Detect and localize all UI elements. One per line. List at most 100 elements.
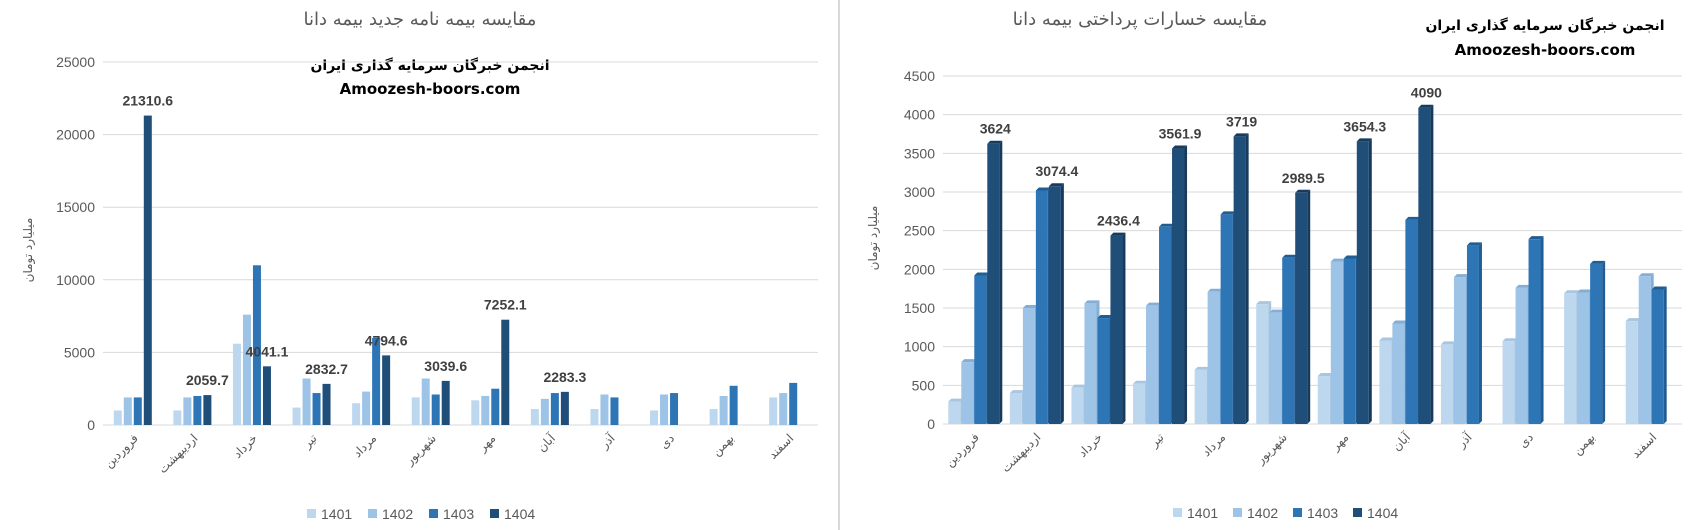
bar-top-1401 xyxy=(1625,318,1641,322)
bar-1402 xyxy=(660,394,669,425)
x-category-label: مهر xyxy=(1328,430,1352,454)
bar-1401 xyxy=(1625,321,1638,424)
bar-1402 xyxy=(1638,276,1651,424)
bar-1403 xyxy=(1282,257,1295,424)
data-label: 2832.7 xyxy=(305,361,348,377)
gridlines xyxy=(943,75,1682,425)
x-axis-categories: فروردین اردیبهشت خرداد تیر مرداد شهریور مهر آبا… xyxy=(942,429,1659,476)
y-tick-label: 4500 xyxy=(904,68,935,84)
bar-top-1403 xyxy=(1405,216,1421,220)
bar-1402 xyxy=(540,398,549,425)
legend: 1401 1402 1403 1404 xyxy=(307,506,535,522)
bar-1402 xyxy=(1392,323,1405,424)
x-category-label: آذر xyxy=(596,430,619,453)
bar-top-1402 xyxy=(1392,320,1408,324)
y-tick-label: 1500 xyxy=(904,300,935,316)
bar-side-1404 xyxy=(1060,183,1064,424)
bar-top-1401 xyxy=(948,398,964,402)
data-label: 4090 xyxy=(1411,85,1442,101)
x-category-label: مهر xyxy=(475,431,499,455)
bar-1403 xyxy=(1466,245,1479,424)
data-label: 3039.6 xyxy=(424,358,467,374)
legend-swatch-1401 xyxy=(1173,508,1182,517)
y-tick-label: 4000 xyxy=(904,107,935,123)
bar-top-1402 xyxy=(1084,300,1100,304)
bar-1404 xyxy=(501,319,510,425)
y-tick-label: 500 xyxy=(912,377,936,393)
watermark-line2: Amoozesh-boors.com xyxy=(340,80,521,98)
data-labels: 3624 3074.4 2436.4 3561.9 3719 2989.5 3654.3 40… xyxy=(980,85,1442,229)
x-category-label: آبان xyxy=(534,430,559,455)
bar-top-1404 xyxy=(1233,133,1249,137)
chart-title: مقایسه بیمه نامه جدید بیمه دانا xyxy=(304,9,537,30)
bar-1403 xyxy=(1097,318,1110,424)
legend: 1401 1402 1403 1404 xyxy=(1173,505,1398,521)
bar-1404 xyxy=(987,143,1000,424)
legend-swatch-1402 xyxy=(1233,508,1242,517)
x-category-label: دی xyxy=(1516,430,1536,450)
x-category-label: تیر xyxy=(299,431,320,452)
y-tick-label: 0 xyxy=(927,416,935,432)
bar-1404 xyxy=(262,366,271,425)
x-category-label: بهمن xyxy=(709,431,737,459)
bar-1403 xyxy=(550,393,559,425)
bar-1401 xyxy=(1256,304,1269,424)
y-axis-label: میلیارد تومان xyxy=(21,218,36,283)
bar-1404 xyxy=(1356,141,1369,424)
bar-1401 xyxy=(1009,393,1022,424)
bar-1404 xyxy=(1295,192,1308,424)
bar-1402 xyxy=(1207,291,1220,424)
bar-1401 xyxy=(411,397,420,425)
legend-label: 1404 xyxy=(504,506,535,522)
bar-1402 xyxy=(719,395,728,425)
bar-1403 xyxy=(1159,226,1172,424)
x-category-label: آذر xyxy=(1453,429,1476,452)
bar-1404 xyxy=(1110,235,1123,424)
bars xyxy=(113,115,798,425)
data-label: 4794.6 xyxy=(365,332,408,348)
bar-1403 xyxy=(1035,190,1048,424)
bar-1402 xyxy=(481,395,490,425)
x-category-label: اردیبهشت xyxy=(999,430,1045,476)
legend-label: 1402 xyxy=(1247,505,1278,521)
x-category-label: دی xyxy=(657,431,677,451)
y-tick-label: 2500 xyxy=(904,223,935,239)
new-policies-chart-panel: مقایسه بیمه نامه جدید بیمه دانا انجمن خب… xyxy=(0,0,838,530)
bar-1401 xyxy=(173,410,182,425)
bar-top-1403 xyxy=(1282,254,1298,258)
bar-1403 xyxy=(372,337,381,425)
bar-top-1401 xyxy=(1009,390,1025,394)
bar-1401 xyxy=(352,403,361,425)
bar-top-1403 xyxy=(1343,255,1359,259)
bar-1404 xyxy=(322,383,331,425)
bar-1402 xyxy=(1515,287,1528,424)
bar-top-1403 xyxy=(1590,260,1606,264)
watermark-line1: انجمن خبرگان سرمایه گذاری ایران xyxy=(1425,17,1664,34)
bar-1403 xyxy=(491,388,500,425)
y-tick-label: 1000 xyxy=(904,339,935,355)
bar-top-1403 xyxy=(1097,315,1113,319)
y-tick-label: 5000 xyxy=(64,344,95,360)
bar-top-1404 xyxy=(1418,104,1434,108)
x-category-label: خرداد xyxy=(1075,430,1105,460)
bar-1402 xyxy=(421,378,430,425)
bar-top-1402 xyxy=(1515,284,1531,288)
bar-side-1404 xyxy=(1245,133,1249,424)
bar-top-1403 xyxy=(1528,236,1544,240)
legend-swatch-1402 xyxy=(368,509,377,518)
bar-1403 xyxy=(789,382,798,425)
bar-top-1404 xyxy=(1172,145,1188,149)
bar-top-1403 xyxy=(1035,187,1051,191)
bar-top-1404 xyxy=(1295,189,1311,193)
bar-1402 xyxy=(242,314,251,425)
data-label: 7252.1 xyxy=(484,297,527,313)
y-tick-label: 25000 xyxy=(56,54,95,70)
y-axis-ticks: 0 500 1000 1500 2000 2500 3000 3500 4000 4500 xyxy=(904,68,935,432)
legend-label: 1403 xyxy=(443,506,474,522)
legend-swatch-1401 xyxy=(307,509,316,518)
x-category-label: بهمن xyxy=(1570,430,1598,458)
y-axis-label: میلیارد تومان xyxy=(866,206,881,271)
bar-1402 xyxy=(123,397,132,425)
chart-title: مقایسه خسارات پرداختی بیمه دانا xyxy=(1013,9,1268,30)
data-label: 3561.9 xyxy=(1159,126,1202,142)
